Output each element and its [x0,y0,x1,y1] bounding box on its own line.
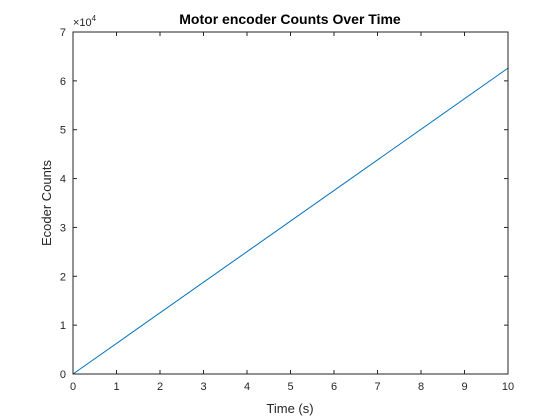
series-line-0 [72,67,509,375]
x-tick-label: 0 [70,381,76,393]
y-exponent-base: ×10 [73,17,92,29]
y-tick-label: 2 [60,271,66,283]
y-tick-label: 5 [60,125,66,137]
x-tick-label: 1 [113,381,119,393]
x-tick-label: 10 [502,381,514,393]
y-exponent-power: 4 [92,14,97,23]
chart-title: Motor encoder Counts Over Time [179,11,401,27]
y-tick-label: 3 [60,222,66,234]
y-tick-label: 7 [60,27,66,39]
y-tick-label: 6 [60,76,66,88]
series-layer [72,67,509,375]
x-axis-title: Time (s) [266,401,313,416]
x-tick-label: 5 [287,381,293,393]
y-tick-label: 0 [60,369,66,381]
x-tick-label: 3 [200,381,206,393]
x-tick-label: 4 [244,381,250,393]
y-tick-label: 1 [60,320,66,332]
x-ticks: 0 1 2 3 4 5 6 7 8 9 10 [70,32,514,393]
x-tick-label: 6 [331,381,337,393]
x-tick-label: 8 [418,381,424,393]
y-axis-title: Ecoder Counts [39,160,54,246]
x-tick-label: 7 [374,381,380,393]
x-tick-label: 2 [157,381,163,393]
y-ticks: 0 1 2 3 4 5 6 7 [60,27,508,381]
x-tick-label: 9 [461,381,467,393]
plot-area [73,32,508,374]
y-exponent-label: ×104 [73,14,97,29]
y-tick-label: 4 [60,174,66,186]
